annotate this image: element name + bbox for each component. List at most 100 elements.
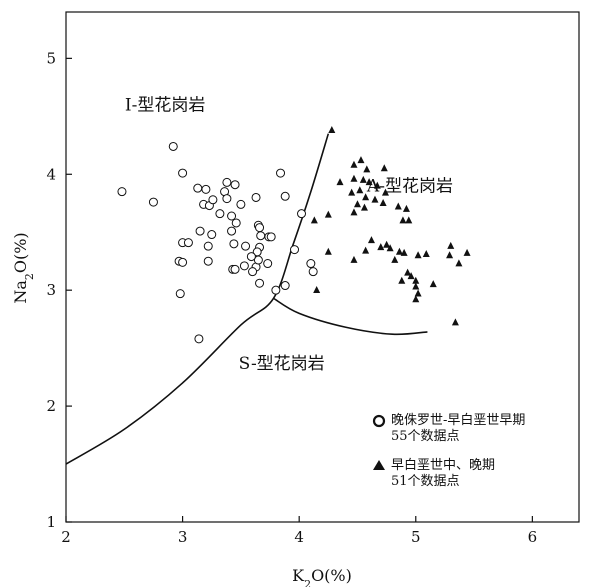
point-series2-10 xyxy=(381,188,389,196)
point-series2-29 xyxy=(395,247,403,255)
point-series2-4 xyxy=(380,164,388,172)
point-series1-18 xyxy=(255,223,265,233)
point-series2-1 xyxy=(350,160,358,168)
point-series1-48 xyxy=(194,334,204,344)
point-series1-11 xyxy=(230,180,240,190)
point-series2-48 xyxy=(313,285,321,293)
point-series2-14 xyxy=(371,195,379,203)
point-series1-24 xyxy=(297,209,307,219)
data-points xyxy=(117,126,471,344)
x-tick-label-4: 6 xyxy=(528,528,538,546)
point-series1-1 xyxy=(148,197,158,207)
point-series2-28 xyxy=(386,244,394,252)
point-series1-35 xyxy=(203,256,213,266)
legend-triangle-marker xyxy=(373,460,385,470)
point-series1-8 xyxy=(208,195,218,205)
point-series1-3 xyxy=(178,168,188,178)
point-series2-41 xyxy=(407,272,415,280)
legend-series-2-count: 51个数据点 xyxy=(391,474,460,489)
point-series2-21 xyxy=(350,208,358,216)
point-series1-6 xyxy=(201,184,211,194)
point-series1-28 xyxy=(195,226,205,236)
point-series1-29 xyxy=(227,226,237,236)
y-tick-label-1: 2 xyxy=(46,397,56,415)
region-label-0: I-型花岗岩 xyxy=(125,96,205,116)
x-tick-label-2: 4 xyxy=(294,528,304,546)
point-series1-47 xyxy=(175,289,185,299)
point-series2-0 xyxy=(328,126,336,134)
y-tick-label-3: 4 xyxy=(46,165,56,183)
point-series1-26 xyxy=(183,238,193,248)
point-series2-2 xyxy=(357,156,365,164)
point-series1-37 xyxy=(230,264,240,274)
point-series2-44 xyxy=(412,282,420,290)
point-series1-2 xyxy=(168,141,178,151)
point-series1-0 xyxy=(117,187,127,197)
point-series2-15 xyxy=(353,200,361,208)
y-tick-label-0: 1 xyxy=(46,513,56,531)
point-series1-4 xyxy=(193,183,203,193)
point-series2-30 xyxy=(400,248,408,256)
point-series2-43 xyxy=(412,276,420,284)
x-tick-label-3: 5 xyxy=(411,528,421,546)
point-series2-36 xyxy=(463,248,471,256)
point-series2-18 xyxy=(394,202,402,210)
x-axis-title: K2O(%) xyxy=(292,566,352,587)
point-series2-23 xyxy=(405,216,413,224)
legend-series-1-name: 晚侏罗世-早白垩世早期 xyxy=(391,412,525,428)
legend-series-2-name: 早白垩世中、晚期 xyxy=(391,457,495,473)
point-series2-47 xyxy=(412,295,420,303)
point-series1-22 xyxy=(276,168,286,178)
point-series1-13 xyxy=(227,211,237,221)
point-series2-38 xyxy=(362,246,370,254)
y-tick-label-2: 3 xyxy=(46,281,56,299)
point-series2-16 xyxy=(360,203,368,211)
point-series1-44 xyxy=(290,245,300,255)
point-series1-12 xyxy=(222,194,232,204)
y-axis-title: Na2O(%) xyxy=(11,232,36,303)
point-series2-35 xyxy=(455,259,463,267)
point-series1-54 xyxy=(215,209,225,219)
point-series1-16 xyxy=(251,192,261,202)
point-series2-37 xyxy=(350,255,358,263)
legend-circle-marker xyxy=(372,414,386,428)
point-series2-39 xyxy=(391,255,399,263)
point-series2-33 xyxy=(447,241,455,249)
point-series2-40 xyxy=(404,268,412,276)
point-series2-8 xyxy=(365,178,373,186)
point-series1-53 xyxy=(246,252,256,262)
point-series1-49 xyxy=(271,285,281,295)
point-series2-17 xyxy=(379,199,387,207)
point-series2-49 xyxy=(451,318,459,326)
point-series2-20 xyxy=(324,210,332,218)
legend: 晚侏罗世-早白垩世早期 55个数据点 早白垩世中、晚期 51个数据点 xyxy=(372,412,525,489)
point-series2-24 xyxy=(310,216,318,224)
point-series1-14 xyxy=(231,218,241,228)
point-series1-52 xyxy=(207,230,217,240)
region-label-2: S-型花岗岩 xyxy=(239,354,325,374)
boundary-curves xyxy=(65,133,428,465)
plot-frame xyxy=(65,11,580,523)
point-series2-22 xyxy=(399,216,407,224)
point-series1-45 xyxy=(306,259,316,269)
point-series2-26 xyxy=(377,243,385,251)
point-series2-25 xyxy=(367,236,375,244)
point-series2-19 xyxy=(402,204,410,212)
region-label-1: A-型花岗岩 xyxy=(366,177,453,197)
point-series2-32 xyxy=(422,250,430,258)
point-series1-15 xyxy=(236,199,246,209)
point-series2-31 xyxy=(414,251,422,259)
point-series2-27 xyxy=(383,240,391,248)
point-series2-6 xyxy=(350,174,358,182)
point-series1-50 xyxy=(263,259,273,269)
point-series2-11 xyxy=(348,188,356,196)
point-series2-12 xyxy=(356,186,364,194)
region-labels: I-型花岗岩 A-型花岗岩 S-型花岗岩 xyxy=(125,96,453,374)
point-series2-5 xyxy=(336,178,344,186)
point-series1-51 xyxy=(252,247,262,257)
point-series2-46 xyxy=(429,280,437,288)
point-series2-9 xyxy=(373,181,381,189)
x-tick-label-1: 3 xyxy=(178,528,188,546)
